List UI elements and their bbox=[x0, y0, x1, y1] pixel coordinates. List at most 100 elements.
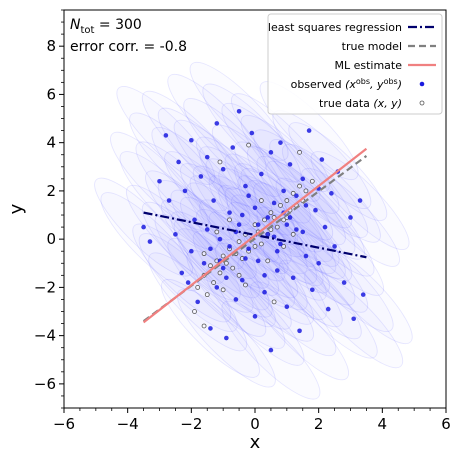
observed-point bbox=[198, 174, 204, 179]
true-data-point bbox=[274, 224, 280, 230]
error-ellipse bbox=[148, 252, 248, 352]
observed-point bbox=[185, 280, 191, 285]
observed-points bbox=[141, 109, 366, 353]
error-ellipse bbox=[259, 81, 359, 180]
true-data-point bbox=[290, 190, 296, 196]
observed-point bbox=[204, 154, 210, 160]
error-ellipse bbox=[278, 259, 378, 359]
observed-point bbox=[348, 215, 353, 220]
error-ellipse bbox=[294, 233, 394, 332]
observed-point bbox=[189, 248, 194, 254]
error-ellipse bbox=[288, 122, 388, 221]
observed-point bbox=[287, 162, 293, 167]
observed-point bbox=[300, 176, 306, 182]
observed-point bbox=[166, 198, 172, 203]
error-ellipse bbox=[231, 93, 330, 193]
error-ellipse bbox=[186, 182, 286, 282]
observed-point bbox=[300, 229, 306, 235]
error-ellipse bbox=[221, 102, 321, 202]
observed-point bbox=[259, 171, 264, 177]
observed-point bbox=[189, 137, 194, 143]
x-tick-label: −2 bbox=[180, 415, 202, 433]
observed-point bbox=[214, 121, 220, 126]
true-data-point bbox=[252, 243, 258, 249]
observed-point bbox=[208, 326, 213, 331]
observed-point bbox=[297, 328, 302, 334]
true-data-point bbox=[227, 217, 232, 223]
error-ellipse bbox=[231, 194, 330, 294]
observed-point bbox=[227, 210, 232, 215]
legend-entry: true data (x, y) bbox=[319, 97, 425, 110]
legend-superscript: obs bbox=[356, 77, 370, 86]
x-tick-label: 0 bbox=[250, 415, 260, 433]
observed-point bbox=[268, 347, 274, 353]
legend-marker-dot bbox=[419, 81, 425, 87]
error-ellipse bbox=[129, 112, 228, 212]
true-data-point bbox=[271, 299, 277, 305]
legend-label-main: ML estimate bbox=[334, 59, 402, 72]
observed-point bbox=[274, 268, 280, 273]
error-ellipse bbox=[243, 228, 343, 328]
legend-label: least squares regression bbox=[268, 21, 402, 34]
error-ellipse bbox=[192, 165, 292, 265]
error-ellipse bbox=[167, 73, 267, 173]
error-ellipse bbox=[151, 127, 251, 226]
observed-point bbox=[262, 289, 267, 295]
error-ellipse bbox=[119, 151, 219, 250]
true-data-point bbox=[258, 241, 264, 247]
observed-point bbox=[322, 224, 328, 230]
observed-point bbox=[360, 292, 366, 297]
true-data-point bbox=[297, 183, 302, 189]
observed-point bbox=[141, 224, 146, 230]
true-data-point bbox=[230, 265, 236, 271]
observed-point bbox=[179, 270, 185, 276]
error-ellipse bbox=[256, 156, 356, 255]
error-ellipse bbox=[215, 242, 314, 342]
error-ellipse bbox=[301, 168, 400, 267]
error-ellipse bbox=[164, 151, 263, 250]
observed-point bbox=[230, 145, 236, 150]
true-data-point bbox=[211, 280, 217, 285]
observed-point bbox=[208, 246, 213, 252]
n-subscript: tot bbox=[80, 25, 94, 36]
observed-point bbox=[341, 280, 347, 285]
y-tick-label: 4 bbox=[46, 134, 56, 152]
true-data-point bbox=[246, 142, 252, 148]
true-data-point bbox=[236, 272, 242, 278]
regression-lines bbox=[142, 147, 368, 324]
true-data-point bbox=[278, 202, 283, 208]
legend-label: ML estimate bbox=[334, 59, 402, 72]
error-ellipse bbox=[227, 201, 327, 301]
observed-point bbox=[246, 246, 251, 252]
observed-point bbox=[357, 198, 363, 203]
error-ellipse bbox=[132, 223, 232, 323]
legend-items: least squares regression true model ML est… bbox=[268, 21, 436, 110]
y-tick-label: 2 bbox=[46, 182, 56, 200]
observed-point bbox=[217, 236, 223, 242]
legend-entry: ML estimate bbox=[334, 59, 436, 72]
true-data-point bbox=[214, 229, 220, 235]
observed-point bbox=[246, 193, 251, 199]
x-tick-label: 6 bbox=[441, 415, 451, 433]
observed-point bbox=[265, 215, 271, 220]
ML-estimate-line bbox=[142, 147, 368, 324]
error-ellipse bbox=[205, 266, 305, 366]
true-data-point bbox=[208, 263, 213, 269]
true-data-point bbox=[297, 149, 302, 155]
observed-point bbox=[236, 222, 242, 227]
true-data-point bbox=[281, 243, 287, 249]
observed-point bbox=[227, 244, 232, 249]
error-ellipse bbox=[202, 83, 302, 183]
observed-point bbox=[239, 212, 245, 218]
error-ellipse bbox=[176, 288, 276, 388]
observed-point bbox=[211, 198, 216, 203]
observed-point bbox=[294, 227, 299, 232]
true-data-point bbox=[217, 270, 223, 276]
true-data-point bbox=[265, 258, 271, 264]
observed-point bbox=[182, 188, 188, 194]
observed-point bbox=[192, 217, 197, 223]
observed-point bbox=[239, 277, 245, 283]
error-ellipse bbox=[189, 175, 289, 275]
error-ellipse bbox=[282, 143, 381, 243]
observed-point bbox=[204, 227, 210, 232]
